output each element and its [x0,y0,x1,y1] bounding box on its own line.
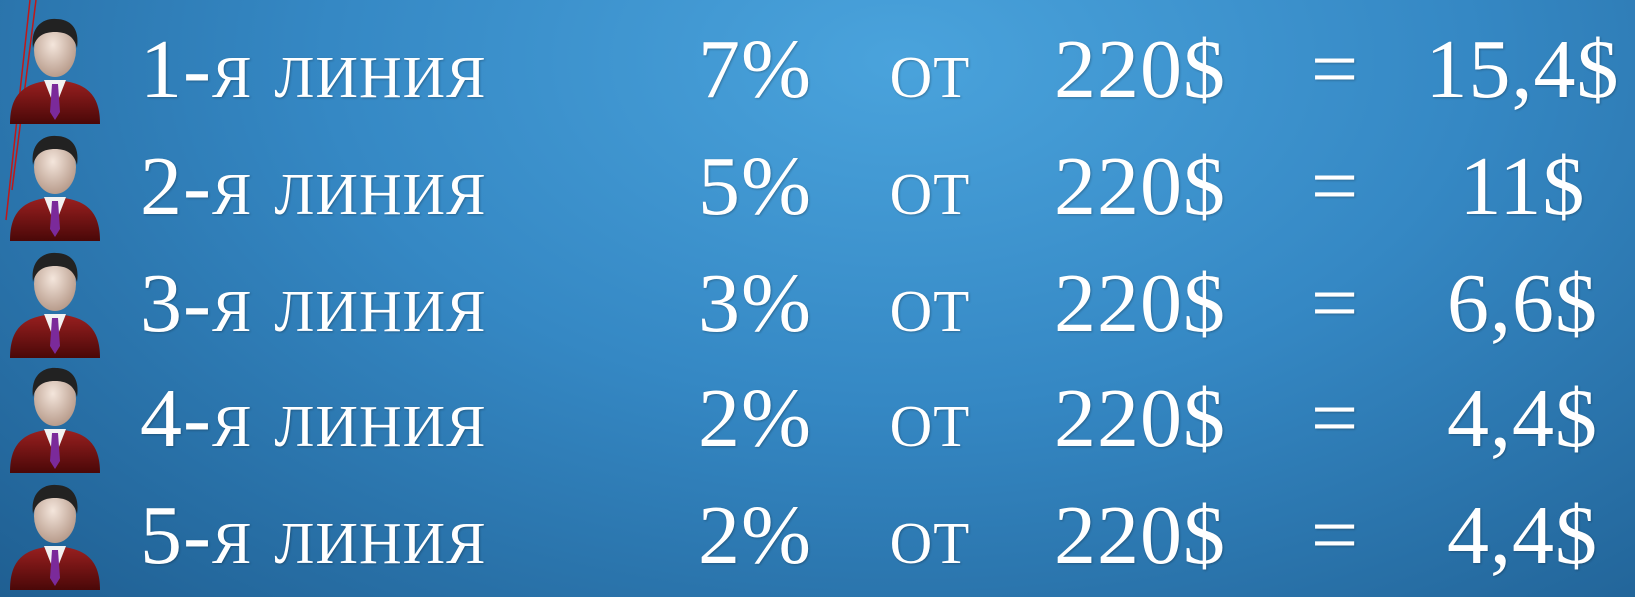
result-text: 4,4$ [1420,361,1625,476]
eq-text: = [1300,129,1370,244]
pct-text: 2% [680,478,830,593]
row: 2-я линия 5% от 220$ = 11$ [0,129,1635,244]
result-text: 4,4$ [1420,478,1625,593]
label-text: 1-я линия [140,12,487,127]
eq-text: = [1300,12,1370,127]
amount-text: 220$ [1040,246,1240,361]
person-icon [6,250,104,358]
pct-text: 5% [680,129,830,244]
result-text: 11$ [1420,129,1625,244]
from-text: от [870,246,990,361]
eq-text: = [1300,361,1370,476]
person-icon [6,482,104,590]
row: 4-я линия 2% от 220$ = 4,4$ [0,361,1635,476]
pct-text: 7% [680,12,830,127]
result-text: 6,6$ [1420,246,1625,361]
row: 3-я линия 3% от 220$ = 6,6$ [0,246,1635,361]
person-icon [6,365,104,473]
result-text: 15,4$ [1420,12,1625,127]
pct-text: 2% [680,361,830,476]
label-text: 4-я линия [140,361,487,476]
amount-text: 220$ [1040,478,1240,593]
slide: 1-я линия 7% от 220$ = 15,4$ 2-я линия 5% от 220$… [0,0,1635,597]
label-text: 2-я линия [140,129,487,244]
amount-text: 220$ [1040,129,1240,244]
eq-text: = [1300,478,1370,593]
from-text: от [870,12,990,127]
from-text: от [870,129,990,244]
row: 1-я линия 7% от 220$ = 15,4$ [0,12,1635,127]
eq-text: = [1300,246,1370,361]
person-icon [6,133,104,241]
from-text: от [870,478,990,593]
amount-text: 220$ [1040,12,1240,127]
pct-text: 3% [680,246,830,361]
from-text: от [870,361,990,476]
person-icon [6,16,104,124]
row: 5-я линия 2% от 220$ = 4,4$ [0,478,1635,593]
amount-text: 220$ [1040,361,1240,476]
label-text: 5-я линия [140,478,487,593]
label-text: 3-я линия [140,246,487,361]
